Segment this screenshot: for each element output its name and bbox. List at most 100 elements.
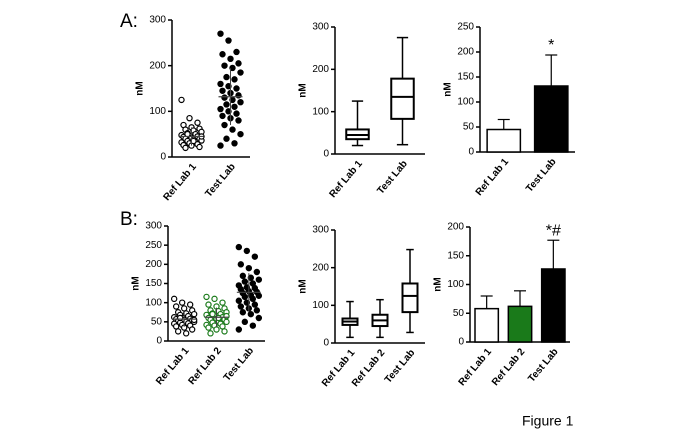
data-point [237,261,245,268]
data-point [239,272,247,280]
data-point [229,64,236,72]
y-tick-label: 100 [447,279,464,290]
data-point [217,142,224,149]
data-point [253,268,261,276]
y-axis-label: nM [131,276,142,290]
annotation: * [548,37,554,54]
data-point [243,247,251,255]
y-tick-label: 50 [463,122,475,133]
x-tick-label: Ref Lab 1 [457,346,495,388]
data-point [233,48,240,56]
data-point [251,253,259,260]
y-tick-label: 0 [458,337,464,348]
data-point [217,80,224,88]
y-axis-label: nM [433,277,444,291]
y-tick-label: 250 [457,22,474,33]
data-point [217,30,224,37]
data-point [223,318,230,326]
x-tick-label: Test Lab [203,162,237,200]
annotation: *# [546,222,561,239]
x-tick-label: Ref Lab 1 [327,158,365,200]
x-tick-label: Test Lab [524,157,558,195]
y-tick-label: 200 [457,47,474,58]
bar [540,268,566,343]
y-tick-label: 300 [312,22,329,33]
x-tick-label: Test Lab [375,159,409,197]
data-point [221,328,228,335]
data-point [188,326,196,333]
y-tick-label: 200 [312,262,329,273]
y-tick-label: 0 [323,338,329,349]
data-point [170,295,178,303]
y-tick-label: 300 [145,221,162,232]
x-tick-label: Test Lab [222,346,256,384]
data-point [241,278,249,285]
y-tick-label: 100 [312,106,329,117]
box [390,77,415,120]
x-tick-label: Ref Lab 1 [474,156,512,198]
data-point [247,274,255,281]
data-point [211,295,218,303]
data-point [237,98,244,106]
data-point [231,76,238,83]
data-point [241,318,249,326]
data-point [219,112,226,120]
data-point [225,108,232,115]
y-tick-label: 150 [145,278,162,289]
x-tick-label: Ref Lab 2 [490,346,528,388]
y-tick-label: 100 [149,106,166,117]
data-point [221,62,228,69]
panel-label: B: [120,209,138,230]
data-point [213,326,220,333]
y-axis-label: nM [298,83,309,97]
data-point [249,295,257,303]
x-tick-label: Test Lab [526,347,560,385]
data-point [235,326,243,333]
data-point [233,85,240,92]
y-tick-label: 150 [447,250,464,261]
data-point [241,293,249,301]
bar [474,307,500,343]
data-point [235,243,243,251]
data-point [237,303,245,310]
y-tick-label: 250 [145,240,162,251]
y-tick-label: 200 [447,222,464,233]
data-point [235,117,242,124]
data-point [196,143,203,151]
bar [533,85,569,153]
data-point [237,130,244,138]
y-tick-label: 0 [323,149,329,160]
data-point [225,37,232,44]
figure-label: Figure 1 [522,413,574,429]
data-point [176,314,184,322]
y-tick-label: 100 [457,97,474,108]
y-tick-label: 50 [453,308,465,319]
panel-label: A: [120,11,138,32]
y-axis-label: nM [443,82,454,96]
data-point [219,87,226,94]
data-point [229,126,236,133]
data-point [217,105,224,113]
data-point [225,83,232,90]
data-point [207,330,214,337]
data-point [178,299,186,306]
y-tick-label: 100 [145,297,162,308]
data-point [205,324,212,331]
data-point [203,293,210,301]
data-point [231,140,238,147]
data-point [219,299,226,306]
data-point [182,144,189,152]
data-point [249,322,257,329]
data-point [239,309,247,316]
bar [507,305,533,343]
x-tick-label: Ref Lab 1 [161,161,199,203]
data-point [247,310,255,318]
y-tick-label: 200 [145,259,162,270]
y-axis-label: nM [298,279,309,293]
data-point [223,135,230,142]
box [401,282,419,314]
data-point [227,55,234,63]
x-tick-label: Ref Lab 2 [186,345,224,387]
data-point [231,103,238,110]
